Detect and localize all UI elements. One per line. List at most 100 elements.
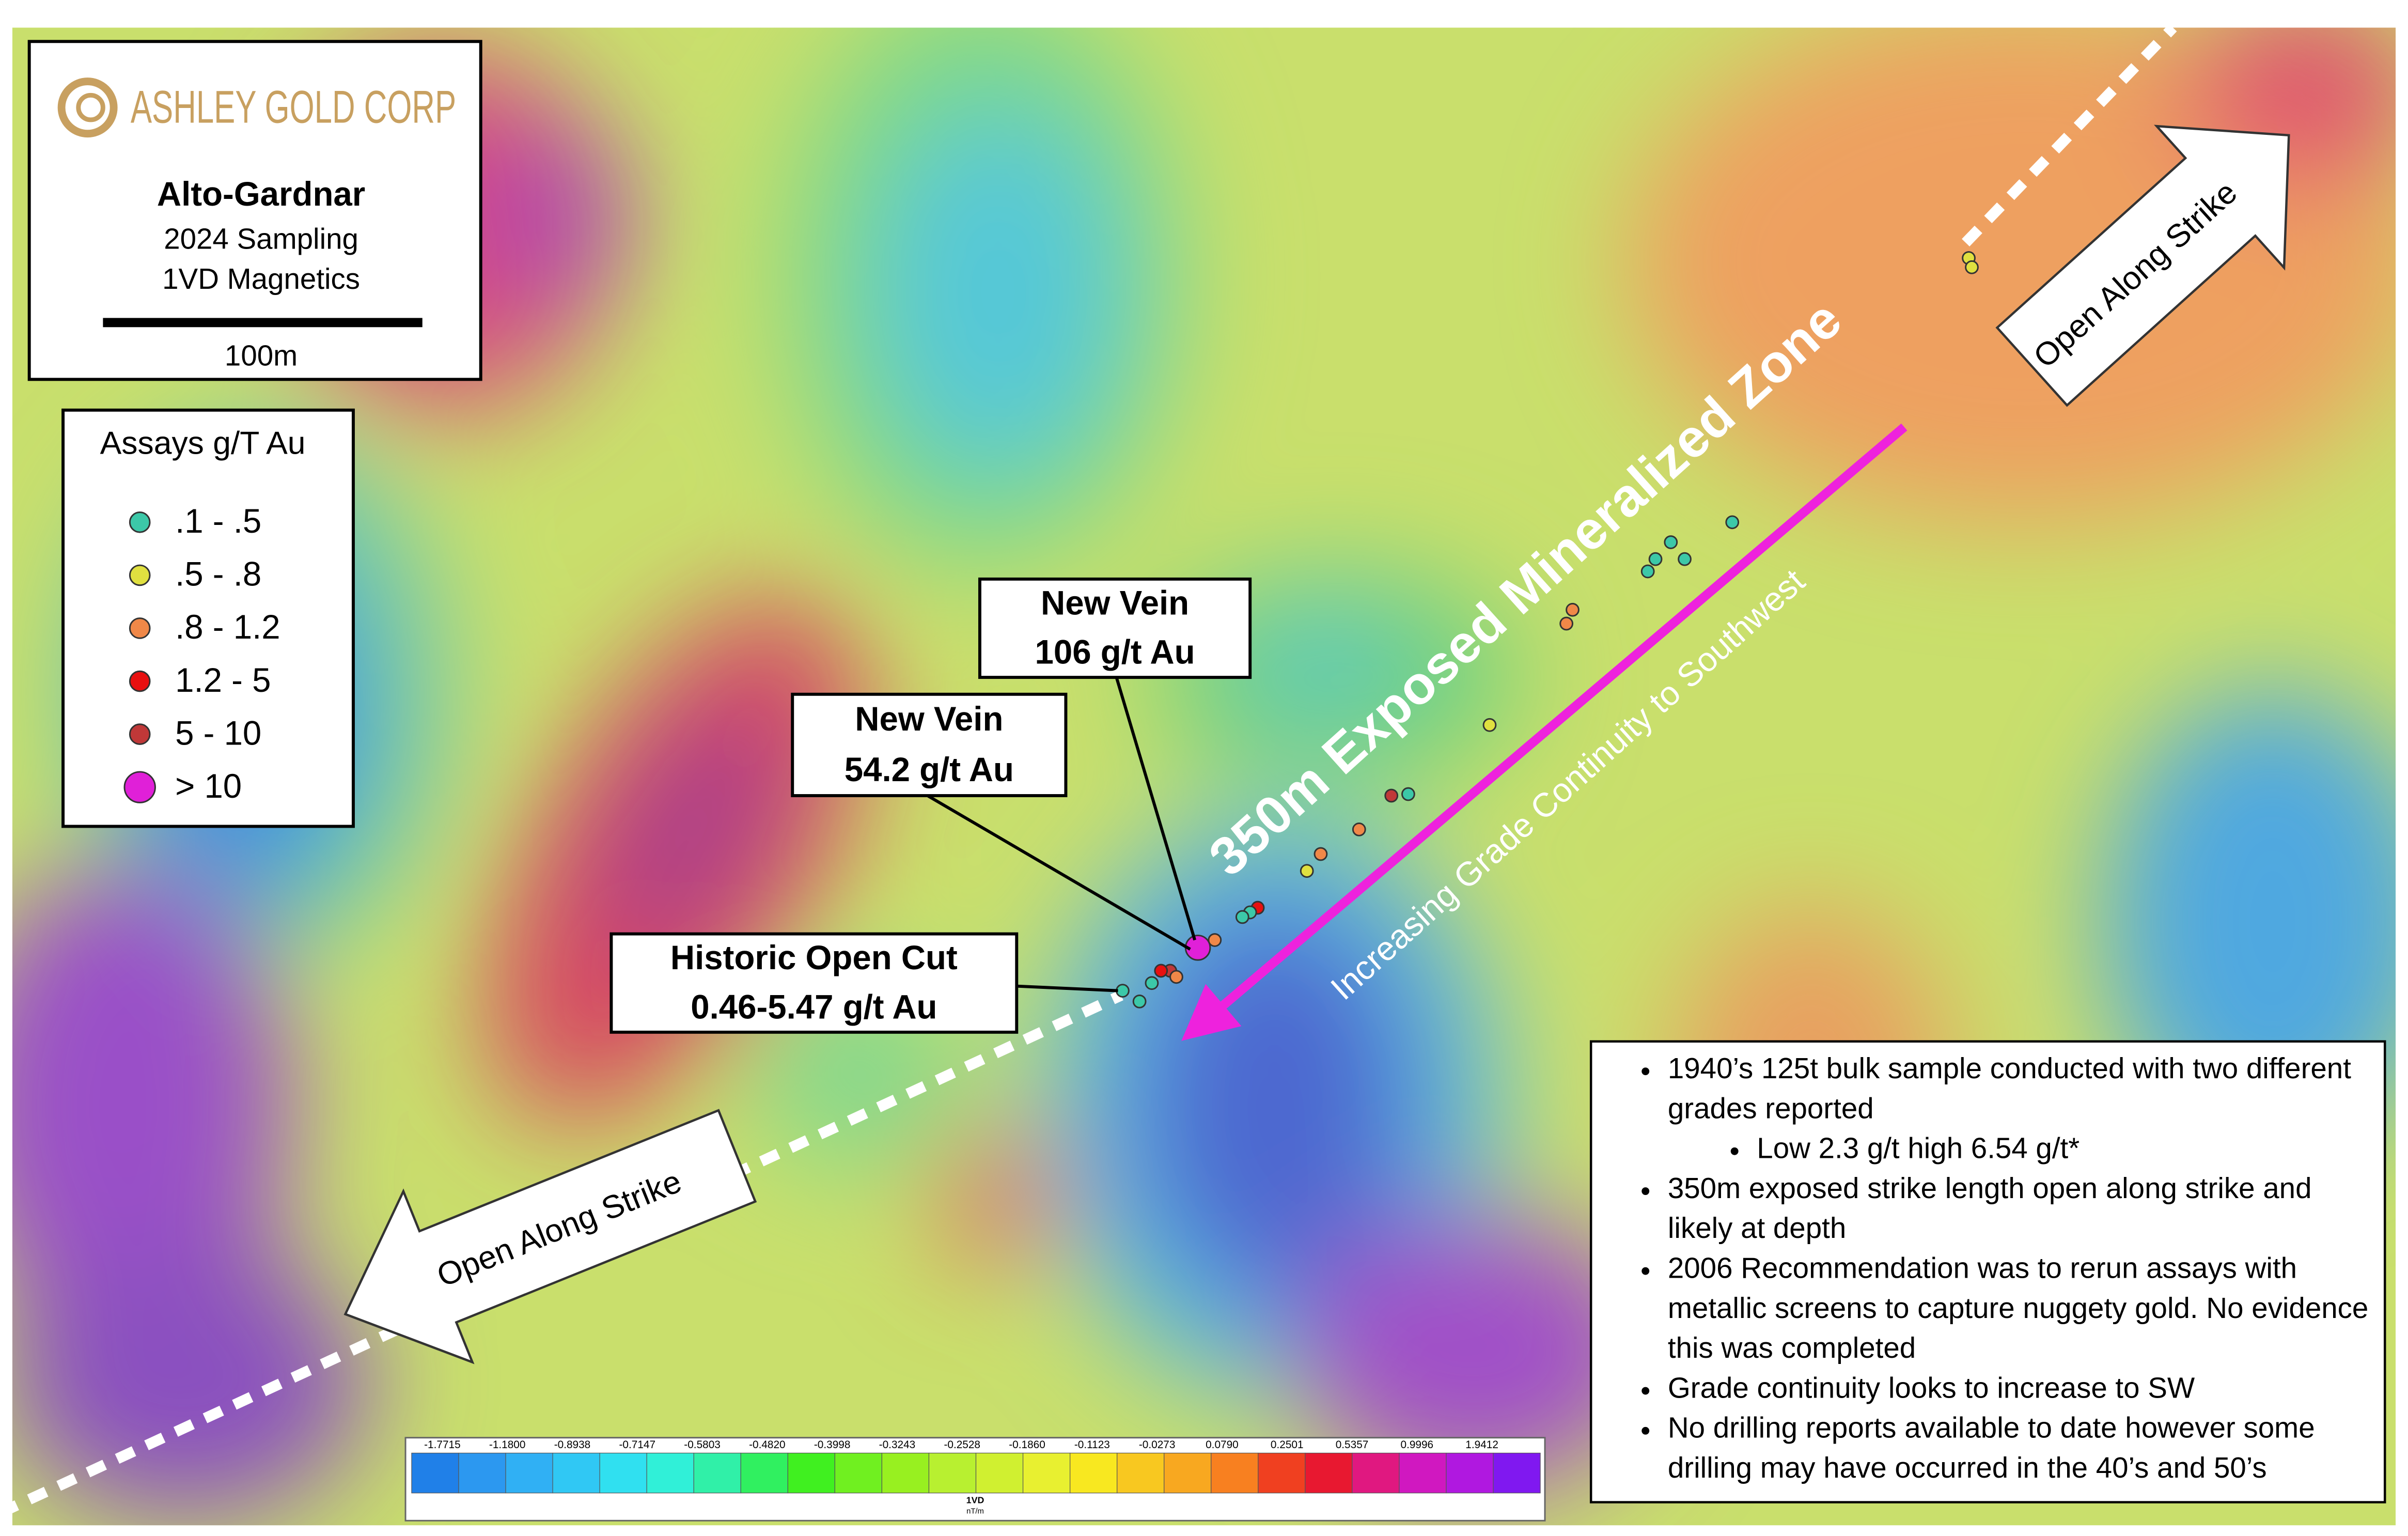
colorbar-swatch — [459, 1453, 506, 1493]
note-item: No drilling reports available to date ho… — [1668, 1410, 2383, 1490]
colorbar-swatch — [1258, 1453, 1305, 1493]
legend-label: 5 - 10 — [175, 714, 261, 752]
colorbar-tick: -1.7715 — [424, 1439, 461, 1451]
colorbar-swatch — [1399, 1453, 1446, 1493]
sample-point — [1560, 617, 1573, 630]
sample-point — [1117, 985, 1129, 997]
colorbar-swatch — [1070, 1453, 1117, 1493]
note-text: Grade continuity looks to increase to SW — [1668, 1373, 2195, 1405]
colorbar-tick: 0.2501 — [1271, 1439, 1304, 1451]
colorbar-swatch — [976, 1453, 1023, 1493]
sample-point — [1236, 911, 1248, 923]
colorbar-tick: 1.9412 — [1465, 1439, 1498, 1451]
colorbar-swatch — [412, 1453, 459, 1493]
colorbar-swatch — [1305, 1453, 1352, 1493]
colorbar-swatch — [882, 1453, 929, 1493]
colorbar-swatch — [694, 1453, 741, 1493]
colorbar-swatch — [741, 1453, 788, 1493]
map: Open Along Strike Open Along Strike 350m… — [0, 0, 2408, 1536]
legend-symbol — [124, 772, 155, 802]
logo-text: ASHLEY GOLD CORP — [131, 81, 456, 133]
legend-symbol — [130, 618, 150, 639]
colorbar-unit: nT/m — [966, 1507, 984, 1515]
note-item: 350m exposed strike length open along st… — [1668, 1170, 2383, 1250]
sample-point — [1315, 848, 1327, 860]
sample-point — [1133, 996, 1146, 1008]
colorbar-title: 1VD — [966, 1495, 984, 1505]
colorbar-swatch — [835, 1453, 882, 1493]
colorbar-tick: 0.9996 — [1401, 1439, 1434, 1451]
sample-point — [1641, 565, 1654, 578]
colorbar-swatch — [553, 1453, 600, 1493]
note-item: Grade continuity looks to increase to SW — [1668, 1370, 2383, 1410]
sample-point — [1146, 977, 1158, 989]
legend-label: .8 - 1.2 — [175, 608, 280, 646]
colorbar-tick: -1.1800 — [489, 1439, 526, 1451]
colorbar-swatch — [1211, 1453, 1258, 1493]
colorbar-swatch — [929, 1453, 976, 1493]
sample-point — [1353, 824, 1365, 836]
callout-value: 0.46-5.47 g/t Au — [691, 988, 937, 1026]
legend-label: > 10 — [175, 767, 242, 805]
notes-text: 1940’s 125t bulk sample conducted with t… — [1597, 1051, 2383, 1490]
map-subtitle: 1VD Magnetics — [162, 262, 360, 295]
colorbar-tick: -0.2528 — [944, 1439, 980, 1451]
legend-symbol — [130, 565, 150, 585]
sample-point — [1649, 553, 1662, 565]
legend-symbol — [130, 512, 150, 532]
sample-point — [1726, 516, 1739, 529]
colorbar-swatch — [1023, 1453, 1070, 1493]
sample-point — [1567, 603, 1579, 616]
colorbar-swatch — [1352, 1453, 1399, 1493]
legend-label: 1.2 - 5 — [175, 661, 271, 699]
map-title: Alto-Gardnar — [157, 175, 365, 213]
callout-title: New Vein — [1041, 584, 1189, 622]
note-text: No drilling reports available to date ho… — [1668, 1413, 2315, 1485]
scale-label: 100m — [225, 339, 298, 372]
colorbar-tick: -0.7147 — [619, 1439, 656, 1451]
colorbar-swatch — [506, 1453, 553, 1493]
sample-point — [1402, 788, 1415, 800]
sample-point — [1483, 719, 1496, 731]
colorbar-swatch — [600, 1453, 647, 1493]
colorbar-tick: -0.3243 — [879, 1439, 916, 1451]
legend-title: Assays g/T Au — [100, 425, 306, 461]
sample-point — [1385, 789, 1398, 802]
note-text: 350m exposed strike length open along st… — [1668, 1173, 2312, 1246]
colorbar-swatch — [1164, 1453, 1211, 1493]
scale-bar — [103, 318, 422, 327]
colorbar-tick: -0.8938 — [554, 1439, 591, 1451]
callout-value: 54.2 g/t Au — [845, 751, 1014, 788]
sample-point — [1665, 536, 1677, 549]
callout-title: Historic Open Cut — [670, 939, 958, 976]
colorbar-swatch — [647, 1453, 694, 1493]
colorbar-tick: 0.5357 — [1336, 1439, 1369, 1451]
legend-label: .5 - .8 — [175, 555, 261, 593]
sample-point — [1155, 965, 1167, 977]
note-text: 1940’s 125t bulk sample conducted with t… — [1668, 1053, 2351, 1126]
callout-value: 106 g/t Au — [1035, 633, 1195, 671]
sample-point — [1966, 261, 1978, 273]
colorbar-swatch — [1117, 1453, 1164, 1493]
note-subitem: Low 2.3 g/t high 6.54 g/t* — [1757, 1130, 2383, 1170]
note-item: 1940’s 125t bulk sample conducted with t… — [1668, 1051, 2383, 1171]
notes: 1940’s 125t bulk sample conducted with t… — [1597, 1051, 2383, 1499]
legend-symbol — [130, 671, 150, 691]
sample-point — [1679, 553, 1691, 565]
legend-label: .1 - .5 — [175, 502, 261, 540]
colorbar-tick: -0.3998 — [814, 1439, 851, 1451]
colorbar-tick: 0.0790 — [1206, 1439, 1239, 1451]
note-text: 2006 Recommendation was to rerun assays … — [1668, 1253, 2368, 1366]
legend-symbol — [130, 724, 150, 744]
sample-point — [1170, 971, 1183, 983]
colorbar-swatch — [1493, 1453, 1540, 1493]
colorbar-tick: -0.1123 — [1074, 1439, 1110, 1451]
note-item: 2006 Recommendation was to rerun assays … — [1668, 1250, 2383, 1370]
colorbar-swatch — [1446, 1453, 1493, 1493]
colorbar-tick: -0.4820 — [749, 1439, 786, 1451]
colorbar-tick: -0.5803 — [684, 1439, 721, 1451]
sample-point — [1301, 865, 1313, 877]
colorbar-swatch — [788, 1453, 835, 1493]
map-subtitle: 2024 Sampling — [164, 223, 358, 255]
colorbar-tick: -0.0273 — [1139, 1439, 1176, 1451]
